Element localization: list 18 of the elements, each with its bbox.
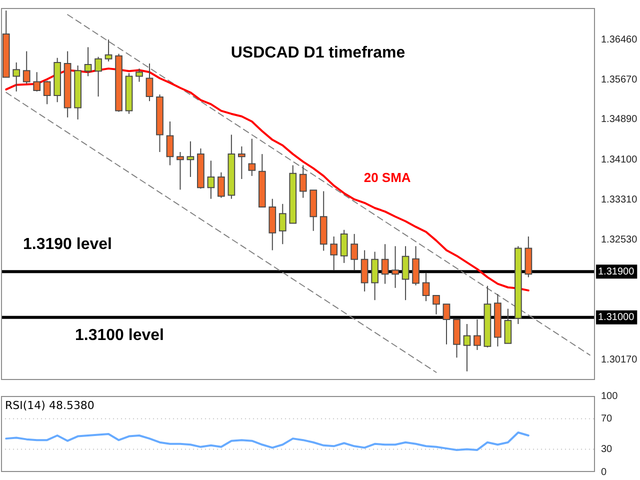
y-tick-label: 1.34100 (601, 154, 638, 166)
text: USDCAD D1 timeframe (230, 44, 406, 62)
y-tick-label: 1.33310 (601, 194, 638, 206)
y-tick-label: 1.36460 (601, 34, 638, 46)
annotation: 1.3100 level (75, 326, 164, 344)
y-tick-label: 1.30170 (601, 354, 638, 366)
y-tick-label: 30 (601, 444, 613, 455)
y-tick-label: 1.35670 (601, 74, 638, 86)
series-label: 20 SMA (364, 170, 412, 186)
y-tick-label: 1.32530 (601, 234, 638, 246)
y-tick-label: 0 (601, 466, 607, 478)
ref-line-label: 1.31000 (598, 312, 635, 324)
chart-title: RSI(14) 48.5380 (5, 398, 94, 412)
y-tick-label: 70 (601, 414, 613, 425)
y-tick-label: 1.34890 (601, 114, 638, 126)
annotation: 1.3190 level (23, 236, 112, 254)
ref-line-label: 1.31900 (598, 266, 635, 278)
y-tick-label: 100 (601, 390, 618, 402)
